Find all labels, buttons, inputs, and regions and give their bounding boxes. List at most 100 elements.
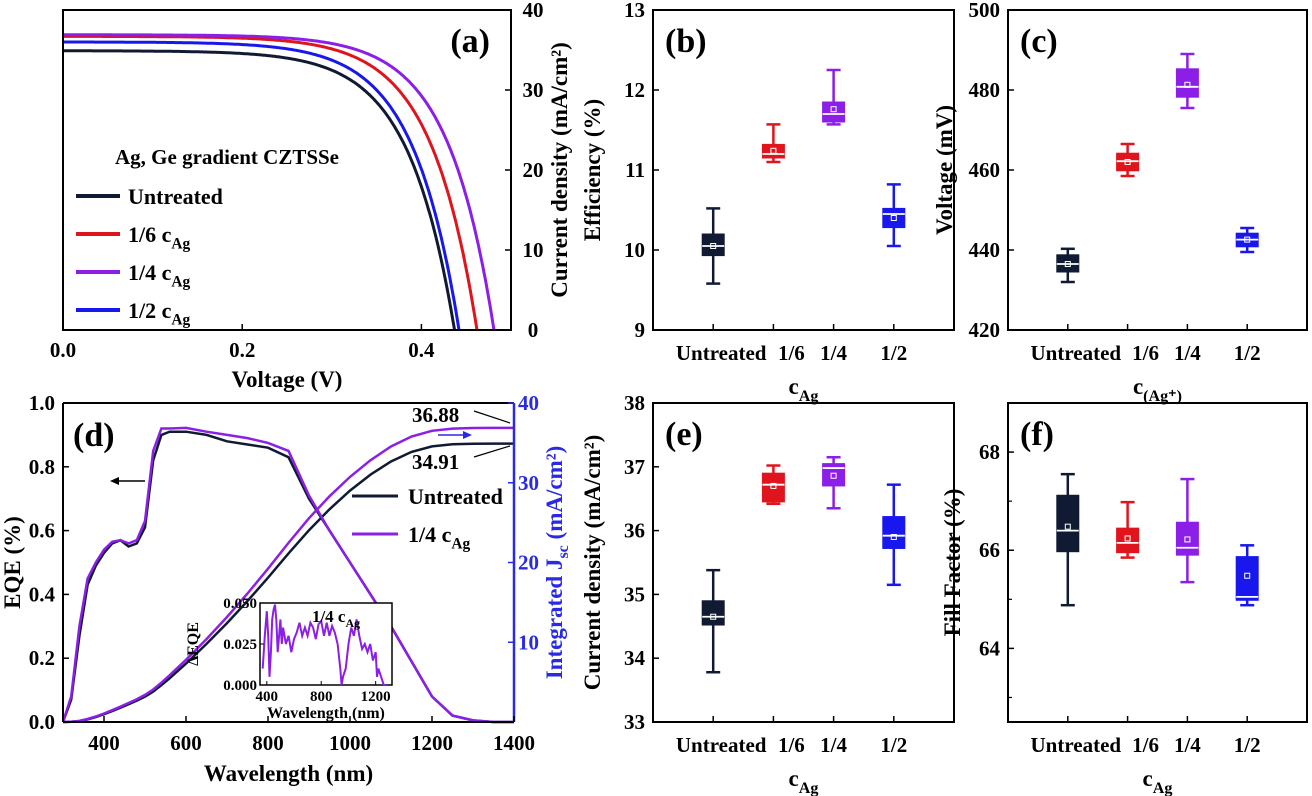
legend-label: 1/4 cAg	[408, 522, 471, 553]
x-tick-label: 1/6	[778, 733, 805, 757]
y-tick-label: 10	[523, 238, 544, 262]
legend-title: Ag, Ge gradient CZTSSe	[115, 145, 339, 169]
eqe-curve-1	[61, 426, 514, 724]
x-tick-label: 0.2	[229, 338, 255, 362]
x-axis-label: cAg	[1143, 766, 1173, 796]
x-axis-label: cAg	[789, 766, 819, 796]
mean-marker	[830, 472, 837, 479]
mean-marker	[710, 243, 717, 249]
y-right-tick-label: 20	[518, 551, 539, 575]
y-axis-label: Current density (mA/cm²)	[580, 435, 605, 691]
y-tick-label: 33	[624, 710, 645, 734]
x-tick-label: 1000	[329, 731, 371, 755]
y-tick-label: 36	[624, 519, 645, 543]
mean-marker	[1244, 236, 1251, 243]
y-tick-label: 66	[979, 538, 1000, 562]
panel-f: 64 66 68 Untreated 1/6 1/4 1/2 cAg Fill Factor (…	[940, 402, 1308, 796]
y-tick-label: 35	[624, 582, 645, 606]
y-tick-label: 37	[624, 455, 645, 479]
y-tick-label: 0.2	[29, 646, 55, 670]
box	[882, 516, 906, 549]
y-tick-label: 38	[624, 391, 645, 415]
box	[701, 233, 725, 257]
annotation-pointer	[473, 410, 511, 424]
mean-marker	[1124, 535, 1131, 542]
inset-x-tick-label: 400	[256, 689, 279, 705]
inset-curve	[261, 604, 387, 686]
panel-c: 420 440 460 480 500 Untreated 1/6 1/4 1/2 c(Ag⁺) V…	[932, 0, 1308, 405]
x-tick-label: 800	[252, 731, 284, 755]
y-tick-label: 12	[624, 78, 645, 102]
legend-label: 1/4 cAg	[128, 260, 191, 291]
x-tick-label: 1/6	[1132, 733, 1159, 757]
panel-a: 0.0 0.2 0.4 0 10 20 30 40 Voltage (V) Current den…	[50, 0, 572, 392]
mean-marker	[1124, 159, 1131, 165]
y-tick-label: 40	[523, 0, 544, 22]
x-tick-label: 1/2	[1234, 341, 1261, 365]
panel-label: (d)	[73, 417, 115, 454]
box	[882, 207, 906, 229]
y-axis-label: Voltage (mV)	[932, 105, 957, 235]
box	[761, 472, 785, 503]
panel-label: (c)	[1020, 23, 1058, 60]
mean-marker	[770, 147, 777, 154]
x-axis-label: c(Ag⁺)	[1133, 374, 1182, 405]
x-axis-label: cAg	[789, 374, 819, 405]
y-axis-label: EQE (%)	[0, 516, 25, 609]
y-tick-label: 0.0	[29, 710, 55, 734]
y-tick-label: 0.8	[29, 455, 55, 479]
annotation-pointer	[473, 445, 511, 458]
mean-marker	[1184, 81, 1191, 88]
x-tick-label: 1/2	[880, 341, 907, 365]
mean-marker	[1064, 523, 1071, 530]
y-tick-label: 68	[979, 440, 1000, 464]
jv-curve-2	[63, 33, 496, 331]
y-tick-label: 11	[625, 158, 645, 182]
y-tick-label: 1.0	[29, 391, 55, 415]
annotation-value: 34.91	[412, 450, 459, 474]
left-arrow-head	[110, 477, 119, 485]
plot-frame	[652, 402, 955, 723]
box	[1116, 527, 1140, 554]
x-tick-label: 400	[88, 731, 120, 755]
y-tick-label: 480	[969, 78, 1001, 102]
mean-marker	[1184, 536, 1191, 543]
inset-x-tick-label: 800	[310, 689, 333, 705]
inset-x-tick-label: 1200	[361, 689, 391, 705]
y-tick-label: 0.6	[29, 519, 55, 543]
x-tick-label: 600	[170, 731, 202, 755]
jv-curve-1	[63, 34, 479, 331]
box	[1056, 494, 1080, 553]
x-tick-label: 1/2	[880, 733, 907, 757]
y-tick-label: 440	[969, 238, 1001, 262]
y-tick-label: 420	[969, 318, 1001, 342]
y-tick-label: 30	[523, 78, 544, 102]
mean-marker	[890, 533, 897, 540]
panel-label: (a)	[450, 23, 490, 60]
jv-curve-0	[63, 49, 457, 331]
jsc-curve-1	[62, 426, 514, 724]
y-axis-label: Current density (mA/cm²)	[547, 42, 572, 298]
mean-marker	[830, 106, 837, 113]
panel-e: 33 34 35 36 37 38 Untreated 1/6 1/4 1/2 cAg Current…	[580, 391, 955, 796]
y-tick-label: 0.4	[29, 582, 56, 606]
mean-marker	[710, 613, 717, 620]
jv-curve-3	[63, 40, 461, 331]
inset-y-tick-label: 0.000	[223, 678, 257, 694]
y-tick-label: 20	[523, 158, 544, 182]
y-tick-label: 64	[979, 636, 1001, 660]
x-tick-label: 0.0	[50, 338, 76, 362]
box	[701, 600, 725, 626]
y-tick-label: 34	[624, 646, 646, 670]
panel-label: (f)	[1020, 416, 1054, 453]
y-axis-label: Fill Factor (%)	[940, 489, 965, 637]
y-tick-label: 460	[969, 158, 1001, 182]
panel-d: 400 600 800 1000 1200 1400 0.0 0.2 0.4 0.6 0.8 1.0 1…	[0, 391, 572, 786]
x-tick-label: 1/2	[1234, 733, 1261, 757]
y-tick-label: 13	[624, 0, 645, 22]
x-tick-label: 1/4	[820, 341, 847, 365]
right-arrow-head	[463, 431, 472, 439]
inset-x-axis-label: Wavelength (nm)	[267, 705, 385, 722]
box	[1175, 68, 1199, 98]
